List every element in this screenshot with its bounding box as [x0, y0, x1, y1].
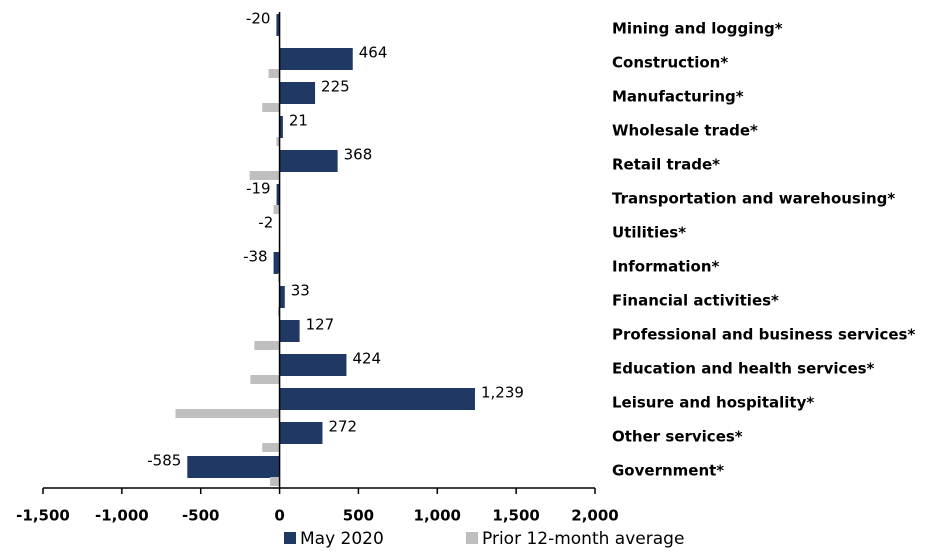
- category-label: Utilities*: [612, 224, 686, 242]
- x-tick-label: -1,500: [16, 507, 70, 525]
- category-label: Education and health services*: [612, 360, 875, 378]
- bar: [262, 103, 279, 112]
- x-tick-label: 500: [343, 507, 374, 525]
- x-tick-label: -1,000: [95, 507, 149, 525]
- bar: [269, 69, 280, 78]
- value-label: 424: [352, 350, 381, 368]
- bar: [175, 409, 279, 418]
- legend-swatch: [284, 532, 296, 544]
- value-label: 21: [289, 112, 308, 130]
- category-label: Construction*: [612, 54, 728, 72]
- bar: [280, 82, 315, 104]
- bar: [274, 252, 280, 274]
- bar: [187, 456, 279, 478]
- bar: [280, 150, 338, 172]
- category-label: Transportation and warehousing*: [612, 190, 895, 208]
- legend-label: May 2020: [300, 529, 384, 548]
- category-label: Financial activities*: [612, 292, 779, 310]
- bar: [280, 286, 285, 308]
- x-tick-label: -500: [182, 507, 220, 525]
- bar: [280, 422, 323, 444]
- x-tick-label: 1,000: [414, 507, 461, 525]
- legend-swatch: [466, 532, 478, 544]
- category-label: Information*: [612, 258, 720, 276]
- bar: [270, 477, 279, 486]
- bar: [250, 375, 279, 384]
- value-label: 1,239: [481, 384, 524, 402]
- value-label: 225: [321, 78, 350, 96]
- category-label: Wholesale trade*: [612, 122, 758, 140]
- category-label: Government*: [612, 462, 724, 480]
- category-label: Retail trade*: [612, 156, 720, 174]
- bar: [280, 354, 347, 376]
- x-tick-label: 1,500: [492, 507, 539, 525]
- category-label: Other services*: [612, 428, 743, 446]
- value-label: 272: [328, 418, 357, 436]
- value-label: 368: [344, 146, 373, 164]
- value-label: 464: [359, 44, 388, 62]
- bar: [280, 320, 300, 342]
- x-tick-label: 2,000: [571, 507, 618, 525]
- bar: [280, 48, 353, 70]
- value-label: -19: [246, 180, 271, 198]
- bar: [254, 341, 279, 350]
- value-label: -585: [147, 452, 181, 470]
- category-label: Mining and logging*: [612, 20, 783, 38]
- category-label: Professional and business services*: [612, 326, 915, 344]
- legend-label: Prior 12-month average: [482, 529, 684, 548]
- bar: [280, 388, 475, 410]
- value-label: 33: [291, 282, 310, 300]
- x-tick-label: 0: [274, 507, 284, 525]
- bar: [274, 205, 280, 214]
- value-label: -20: [246, 10, 271, 28]
- category-label: Leisure and hospitality*: [612, 394, 814, 412]
- category-label: Manufacturing*: [612, 88, 744, 106]
- value-label: 127: [306, 316, 335, 334]
- bar: [262, 443, 279, 452]
- value-label: -2: [258, 214, 273, 232]
- value-label: -38: [243, 248, 268, 266]
